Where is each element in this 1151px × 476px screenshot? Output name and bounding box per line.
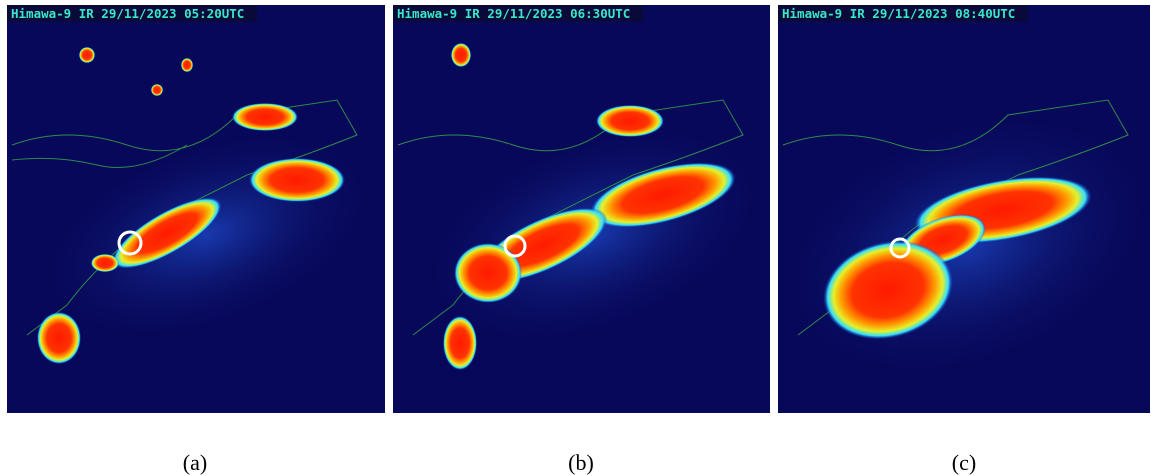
figure: Himawa-9 IR 29/11/2023 05:20UTC Himawa-9… — [0, 0, 1151, 476]
caption: (b) — [568, 450, 594, 475]
caption: (c) — [952, 450, 976, 475]
panel: Himawa-9 IR 29/11/2023 05:20UTC — [7, 5, 398, 413]
panel-title: Himawa-9 IR 29/11/2023 06:30UTC — [397, 6, 630, 21]
caption: (a) — [183, 450, 207, 475]
panel: Himawa-9 IR 29/11/2023 08:40UTC — [748, 5, 1151, 423]
panel-title: Himawa-9 IR 29/11/2023 05:20UTC — [11, 6, 244, 21]
panel-title: Himawa-9 IR 29/11/2023 08:40UTC — [782, 6, 1015, 21]
panel: Himawa-9 IR 29/11/2023 06:30UTC — [393, 5, 790, 413]
